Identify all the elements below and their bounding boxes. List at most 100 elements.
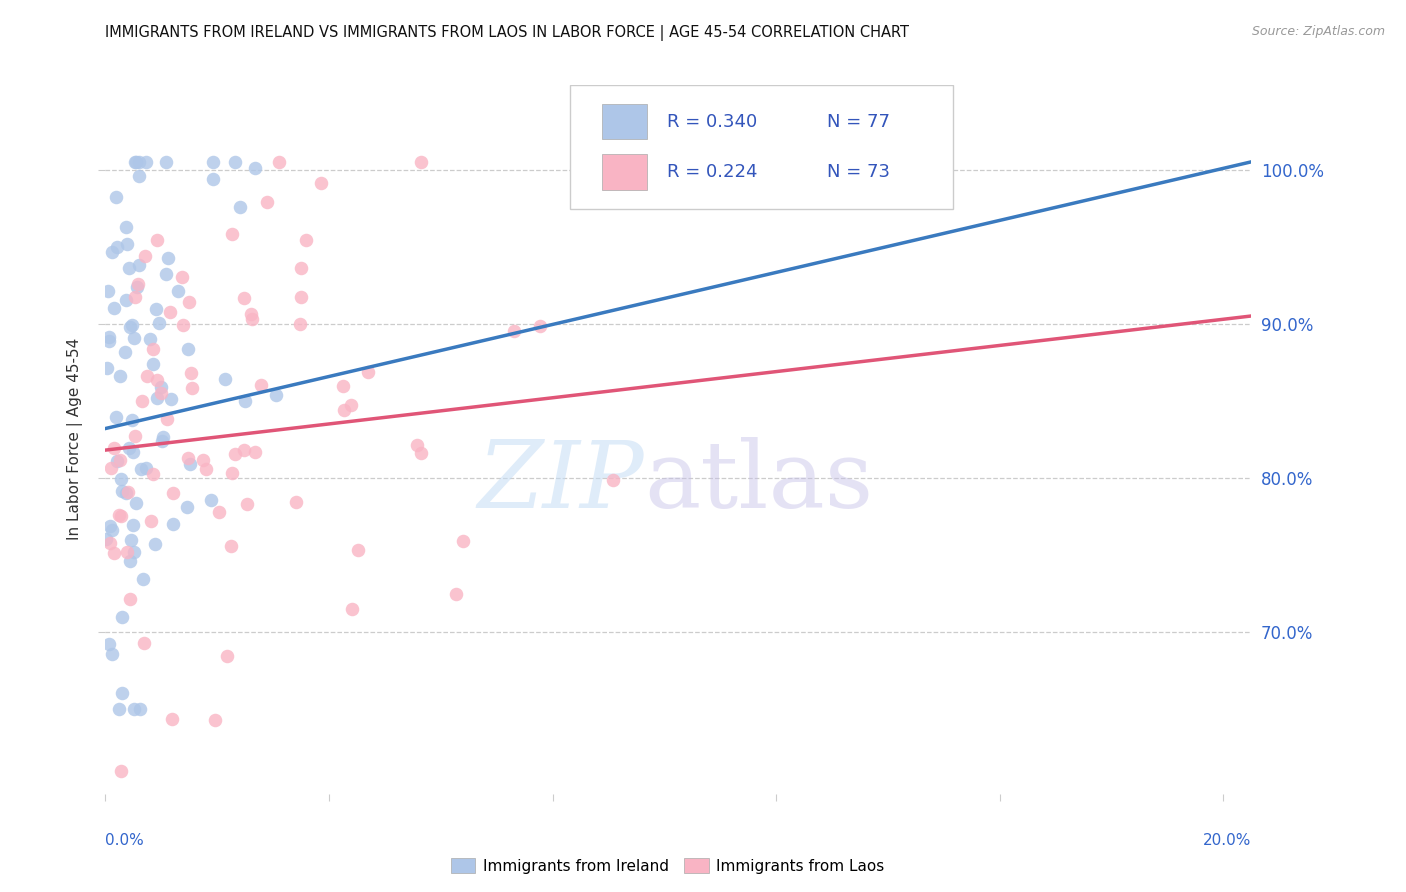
Point	[122, 444, 145, 458]
Point	[177, 343, 200, 357]
Point	[142, 342, 165, 356]
Point	[124, 331, 146, 345]
Point	[160, 713, 183, 727]
Point	[120, 533, 142, 547]
Point	[444, 586, 467, 600]
Point	[162, 516, 184, 531]
Point	[406, 437, 429, 451]
FancyBboxPatch shape	[602, 154, 647, 190]
Text: R = 0.224: R = 0.224	[666, 163, 758, 181]
Point	[124, 290, 146, 304]
Point	[233, 443, 256, 458]
Point	[105, 240, 128, 254]
Point	[108, 453, 131, 467]
Text: Source: ZipAtlas.com: Source: ZipAtlas.com	[1251, 25, 1385, 38]
Point	[132, 572, 155, 586]
Point	[357, 365, 380, 379]
Point	[111, 483, 134, 498]
Point	[150, 434, 173, 448]
Point	[221, 539, 243, 553]
FancyBboxPatch shape	[602, 103, 647, 139]
Point	[134, 249, 156, 263]
Point	[146, 392, 169, 406]
Point	[167, 285, 190, 299]
Point	[250, 377, 273, 392]
Point	[101, 647, 124, 661]
Point	[233, 291, 256, 305]
Point	[179, 295, 201, 310]
Point	[105, 190, 128, 204]
Point	[224, 447, 246, 461]
Point	[156, 251, 179, 265]
Point	[97, 284, 120, 298]
Point	[152, 430, 174, 444]
Point	[136, 369, 159, 384]
Point	[346, 542, 368, 557]
Point	[503, 324, 526, 338]
Y-axis label: In Labor Force | Age 45-54: In Labor Force | Age 45-54	[66, 338, 83, 541]
Point	[180, 366, 202, 380]
Point	[100, 460, 122, 475]
Text: 0.0%: 0.0%	[105, 833, 145, 848]
Point	[107, 454, 129, 468]
Point	[332, 379, 354, 393]
Point	[118, 591, 141, 606]
Point	[111, 686, 134, 700]
Point	[143, 537, 166, 551]
Point	[118, 261, 141, 276]
Text: 20.0%: 20.0%	[1204, 833, 1251, 848]
Point	[103, 301, 125, 315]
Point	[100, 536, 122, 550]
Point	[103, 546, 125, 560]
FancyBboxPatch shape	[569, 85, 953, 209]
Point	[142, 467, 165, 482]
Point	[451, 534, 474, 549]
Point	[340, 398, 363, 412]
Point	[117, 485, 139, 500]
Point	[155, 154, 177, 169]
Point	[110, 472, 132, 486]
Point	[176, 451, 198, 466]
Point	[155, 267, 177, 281]
Point	[139, 514, 162, 528]
Text: IMMIGRANTS FROM IRELAND VS IMMIGRANTS FROM LAOS IN LABOR FORCE | AGE 45-54 CORRE: IMMIGRANTS FROM IRELAND VS IMMIGRANTS FR…	[105, 25, 910, 41]
Point	[290, 289, 312, 303]
Point	[149, 380, 172, 394]
Point	[170, 269, 193, 284]
Point	[200, 492, 222, 507]
Point	[128, 169, 150, 183]
Point	[121, 318, 143, 332]
Point	[204, 713, 226, 727]
Point	[121, 413, 143, 427]
Point	[101, 244, 124, 259]
Point	[340, 602, 363, 616]
Point	[409, 154, 432, 169]
Text: R = 0.340: R = 0.340	[666, 112, 758, 130]
Point	[135, 154, 157, 169]
Point	[156, 411, 179, 425]
Point	[128, 154, 150, 169]
Point	[233, 394, 256, 409]
Point	[290, 260, 312, 275]
Point	[172, 318, 194, 332]
Point	[290, 317, 312, 331]
Point	[236, 497, 259, 511]
Point	[294, 233, 316, 247]
Point	[117, 545, 139, 559]
Point	[240, 312, 263, 326]
Point	[128, 258, 150, 272]
Point	[160, 392, 183, 406]
Point	[108, 702, 131, 716]
Point	[245, 161, 267, 175]
Point	[208, 505, 231, 519]
Point	[146, 233, 169, 247]
Point	[224, 154, 246, 169]
Point	[104, 409, 127, 424]
Point	[529, 319, 551, 334]
Legend: Immigrants from Ireland, Immigrants from Laos: Immigrants from Ireland, Immigrants from…	[444, 852, 891, 880]
Point	[108, 369, 131, 384]
Point	[97, 330, 120, 344]
Point	[125, 280, 148, 294]
Point	[135, 460, 157, 475]
Text: atlas: atlas	[644, 437, 873, 527]
